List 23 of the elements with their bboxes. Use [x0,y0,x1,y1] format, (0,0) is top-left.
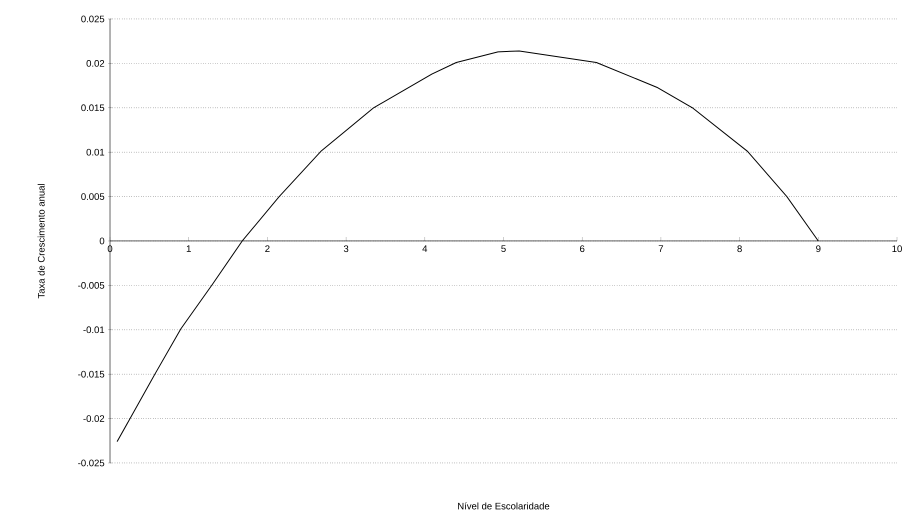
y-tick-label: -0.005 [78,282,104,289]
y-tick-label: 0.005 [81,193,104,200]
y-axis-title: Taxa de Crescimento anual [38,184,45,298]
x-tick-label: 3 [344,245,348,252]
y-tick-label: 0.025 [81,16,104,22]
x-tick-label: 9 [816,245,820,252]
y-tick-label: -0.02 [83,415,104,422]
y-tick-label: -0.015 [78,370,104,378]
x-tick-label: 5 [501,245,506,252]
y-tick-label: 0.02 [86,60,104,67]
y-tick-label: -0.025 [78,460,104,466]
y-tick-label: 0 [100,238,104,244]
x-tick-label: 10 [892,245,902,252]
y-tick-label: 0.01 [86,148,104,156]
x-tick-label: 4 [422,245,428,252]
y-tick-label: 0.015 [81,104,104,112]
x-tick-label: 8 [737,245,742,252]
y-tick-label: -0.01 [83,326,104,334]
x-axis-title: Nível de Escolaridade [458,502,550,510]
x-tick-label: 6 [580,245,584,252]
x-tick-label: 7 [658,245,664,252]
x-tick-label: 2 [265,245,270,252]
x-tick-label: 1 [186,245,191,252]
